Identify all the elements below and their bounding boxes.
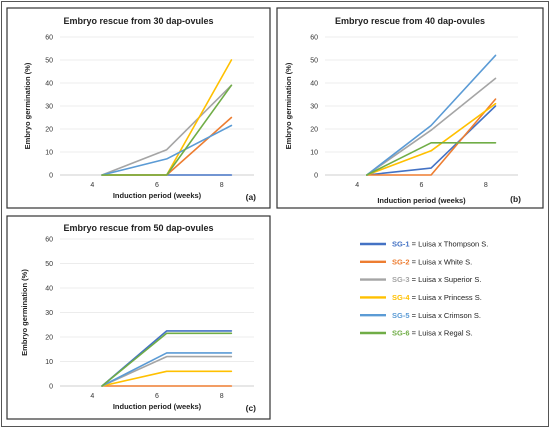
- series-line-sg-5: [101, 124, 233, 176]
- legend-text: = Luisa x White S.: [410, 257, 473, 266]
- y-tick-label: 50: [310, 58, 318, 65]
- panel-letter: (a): [246, 192, 257, 202]
- series-line-sg-6: [365, 142, 497, 176]
- series-line-sg-3: [365, 77, 497, 176]
- x-axis-label: Induction period (weeks): [113, 191, 202, 200]
- legend-label: SG-5 = Luisa x Crimson S.: [392, 311, 481, 320]
- y-tick-label: 0: [49, 384, 53, 391]
- y-axis-label: Embryo germination (%): [20, 269, 29, 356]
- legend-label: SG-4 = Luisa x Princess S.: [392, 293, 482, 302]
- legend-item-sg-3: SG-3 = Luisa x Superior S.: [360, 275, 481, 284]
- panel-frame: [6, 215, 271, 420]
- y-tick-label: 10: [310, 150, 318, 157]
- x-tick-label: 6: [420, 182, 424, 189]
- chart-panel-3: Embryo rescue from 50 dap-ovules 0 10 20 30 4…: [6, 215, 271, 420]
- chart-panels: Embryo rescue from 30 dap-ovules 0 10 20 30 4…: [6, 7, 544, 420]
- x-tick-label: 4: [90, 182, 94, 189]
- x-tick-label: 8: [484, 182, 488, 189]
- legend-code: SG-2: [392, 257, 410, 266]
- chart-title: Embryo rescue from 50 dap-ovules: [63, 223, 213, 233]
- x-tick-label: 4: [90, 393, 94, 400]
- legend-item-sg-2: SG-2 = Luisa x White S.: [360, 257, 472, 266]
- x-tick-label: 8: [220, 393, 224, 400]
- legend-label: SG-1 = Luisa x Thompson S.: [392, 240, 488, 249]
- y-tick-label: 10: [45, 150, 53, 157]
- series-line-sg-6: [101, 84, 233, 176]
- y-tick-label: 40: [310, 81, 318, 88]
- chart-title: Embryo rescue from 40 dap-ovules: [335, 16, 485, 26]
- y-tick-label: 20: [310, 127, 318, 134]
- x-tick-label: 6: [155, 182, 159, 189]
- series-line-sg-5: [365, 54, 497, 176]
- series-line-sg-6: [101, 332, 233, 387]
- legend-text: = Luisa x Princess S.: [410, 293, 482, 302]
- series-line-sg-2: [365, 98, 497, 176]
- y-tick-label: 20: [45, 335, 53, 342]
- legend-item-sg-6: SG-6 = Luisa x Regal S.: [360, 329, 473, 338]
- legend-text: = Luisa x Thompson S.: [410, 240, 489, 249]
- y-tick-label: 10: [45, 359, 53, 366]
- y-tick-label: 30: [45, 310, 53, 317]
- y-tick-label: 50: [45, 261, 53, 268]
- series-line-sg-3: [101, 355, 233, 387]
- series-line-sg-5: [101, 352, 233, 387]
- legend-code: SG-5: [392, 311, 410, 320]
- chart-title: Embryo rescue from 30 dap-ovules: [63, 16, 213, 26]
- y-tick-label: 0: [314, 173, 318, 180]
- series-line-sg-4: [365, 102, 497, 176]
- x-axis-label: Induction period (weeks): [113, 402, 202, 411]
- y-tick-label: 60: [45, 237, 53, 244]
- y-tick-label: 50: [45, 58, 53, 65]
- legend-item-sg-1: SG-1 = Luisa x Thompson S.: [360, 240, 488, 249]
- series-line-sg-4: [101, 370, 233, 387]
- y-tick-label: 0: [49, 173, 53, 180]
- y-tick-label: 20: [45, 127, 53, 134]
- legend-text: = Luisa x Crimson S.: [410, 311, 481, 320]
- y-tick-label: 30: [45, 104, 53, 111]
- y-axis-label: Embryo germination (%): [284, 62, 293, 149]
- legend-code: SG-1: [392, 240, 410, 249]
- x-tick-label: 4: [355, 182, 359, 189]
- legend-code: SG-4: [392, 293, 410, 302]
- x-axis-label: Induction period (weeks): [377, 196, 466, 205]
- panel-letter: (c): [246, 403, 257, 413]
- y-tick-label: 60: [45, 35, 53, 42]
- legend-text: = Luisa x Regal S.: [410, 329, 473, 338]
- legend-item-sg-5: SG-5 = Luisa x Crimson S.: [360, 311, 481, 320]
- y-tick-label: 40: [45, 81, 53, 88]
- legend-label: SG-6 = Luisa x Regal S.: [392, 329, 473, 338]
- y-tick-label: 60: [310, 35, 318, 42]
- chart-panel-2: Embryo rescue from 40 dap-ovules 0 10 20 30 4…: [276, 7, 544, 209]
- chart-panel-1: Embryo rescue from 30 dap-ovules 0 10 20 30 4…: [6, 7, 271, 209]
- x-tick-label: 6: [155, 393, 159, 400]
- legend-text: = Luisa x Superior S.: [410, 275, 482, 284]
- legend-code: SG-3: [392, 275, 410, 284]
- x-tick-label: 8: [220, 182, 224, 189]
- legend-item-sg-4: SG-4 = Luisa x Princess S.: [360, 293, 482, 302]
- panel-letter: (b): [510, 194, 521, 204]
- legend: SG-1 = Luisa x Thompson S.SG-2 = Luisa x…: [360, 240, 488, 338]
- y-axis-label: Embryo germination (%): [23, 62, 32, 149]
- legend-code: SG-6: [392, 329, 410, 338]
- series-line-sg-3: [101, 84, 233, 176]
- legend-label: SG-2 = Luisa x White S.: [392, 257, 472, 266]
- y-tick-label: 30: [310, 104, 318, 111]
- legend-label: SG-3 = Luisa x Superior S.: [392, 275, 481, 284]
- series-line-sg-1: [365, 105, 497, 176]
- y-tick-label: 40: [45, 286, 53, 293]
